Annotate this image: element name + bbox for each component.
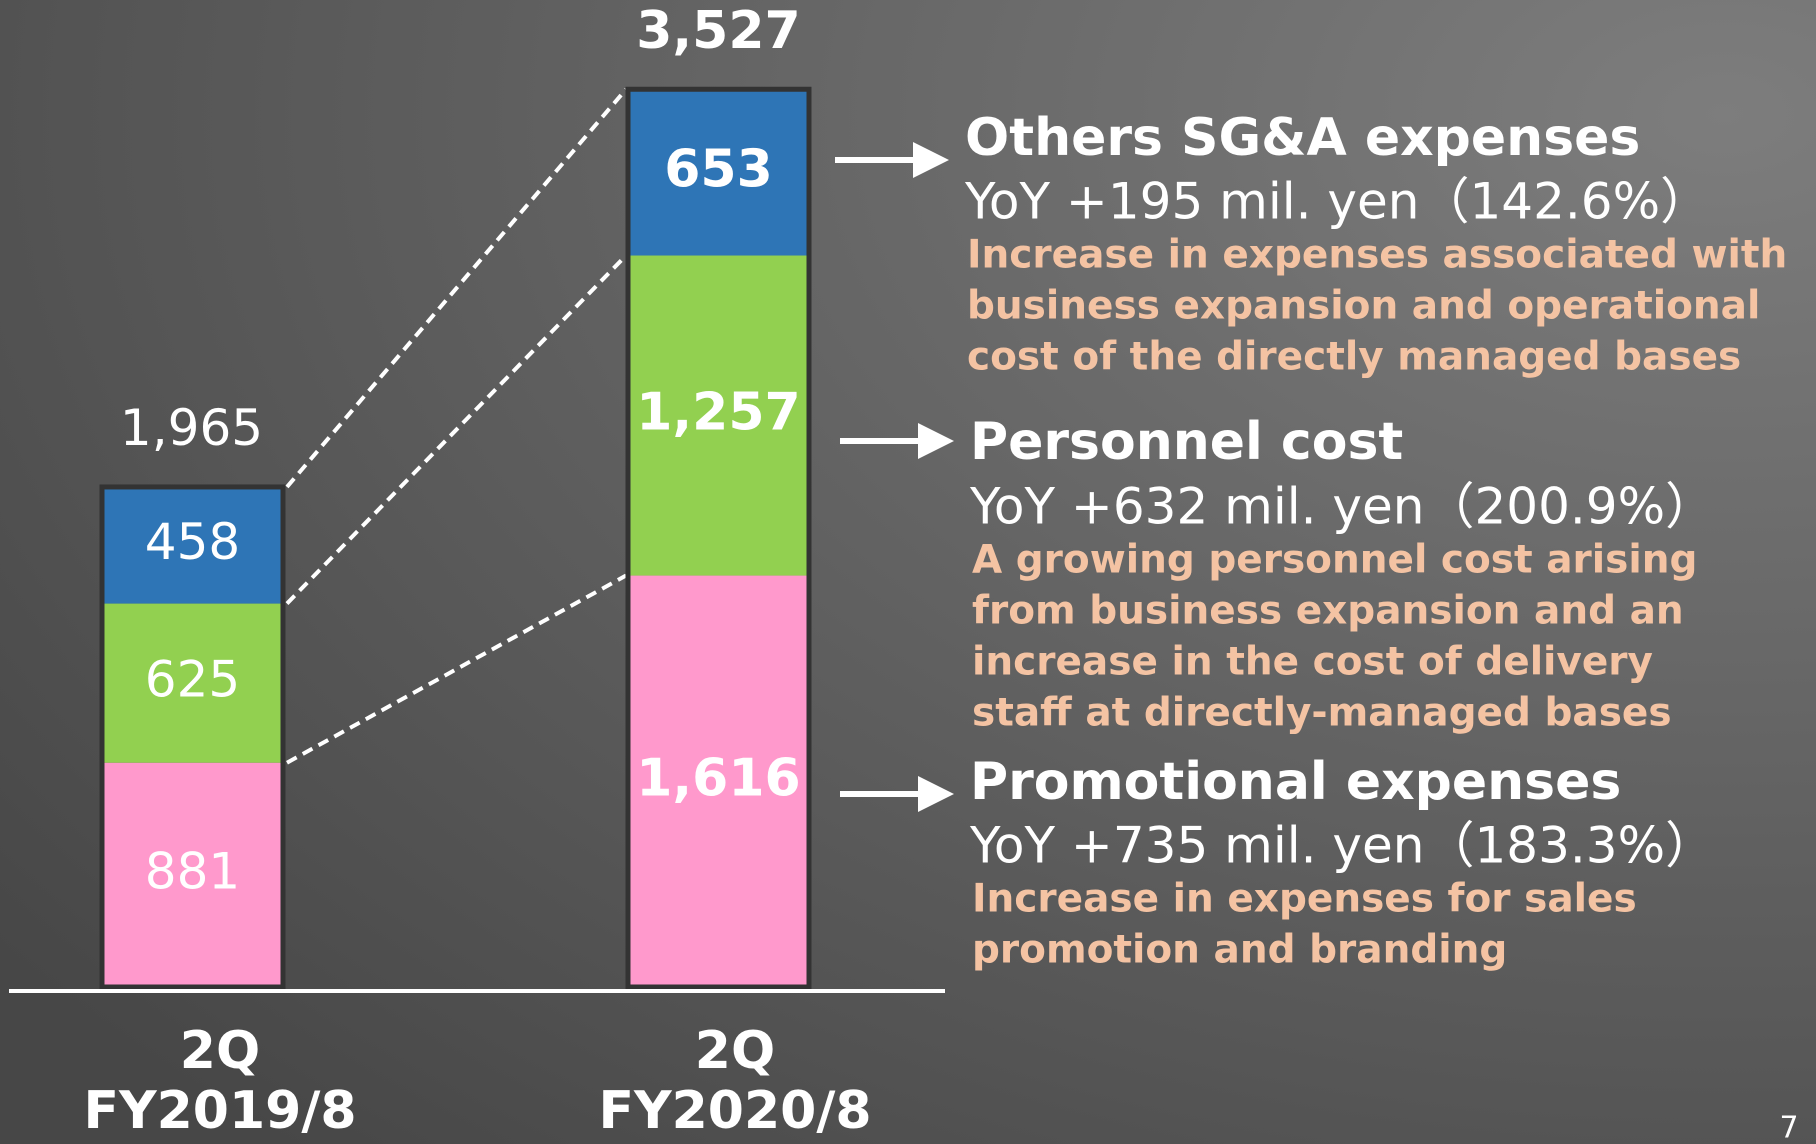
annotation-title: Others SG&A expenses [965,108,1640,168]
value-label: 458 [145,513,240,571]
annotation-line: staff at directly-managed bases [972,691,1672,736]
annotation-line: A growing personnel cost arising [972,538,1697,583]
annotation-line: Increase in expenses associated with [967,233,1787,278]
annotation-line: Increase in expenses for sales [972,877,1637,922]
value-label: 653 [664,139,773,199]
total-label: 1,965 [120,399,263,457]
x-tick-label: 2Q [180,1021,260,1081]
annotation-line: increase in the cost of delivery [972,640,1653,685]
bar-outline [625,86,812,990]
annotation-title: Personnel cost [970,412,1403,472]
annotation-line: cost of the directly managed bases [967,335,1741,380]
annotation-line: business expansion and operational [967,284,1760,329]
connector [286,573,627,765]
value-label: 1,616 [636,748,800,808]
annotation-line: promotion and branding [972,928,1507,973]
bar-segment [102,486,283,604]
annotation-yoy: YoY +735 mil. yen（183.3%） [969,817,1715,875]
page-number: 7 [1779,1111,1798,1144]
annotation-line: from business expansion and an [972,589,1684,634]
bar-segment [628,89,809,256]
annotation-yoy: YoY +632 mil. yen（200.9%） [969,478,1715,536]
x-tick-label: FY2019/8 [83,1081,356,1141]
bar-segment [628,575,809,987]
bar-segment [628,255,809,576]
x-tick-label: FY2020/8 [598,1081,871,1141]
total-label: 3,527 [636,1,800,61]
annotation-yoy: YoY +195 mil. yen（142.6%） [964,173,1710,231]
annotation-title: Promotional expenses [970,752,1621,812]
value-label: 881 [145,842,240,900]
value-label: 1,257 [636,383,800,443]
bar-segment [102,762,283,987]
bar-segment [102,603,283,763]
connector [285,87,628,489]
value-label: 625 [145,651,240,709]
x-tick-label: 2Q [695,1021,775,1081]
bar-outline [99,484,286,990]
connector [285,254,628,605]
